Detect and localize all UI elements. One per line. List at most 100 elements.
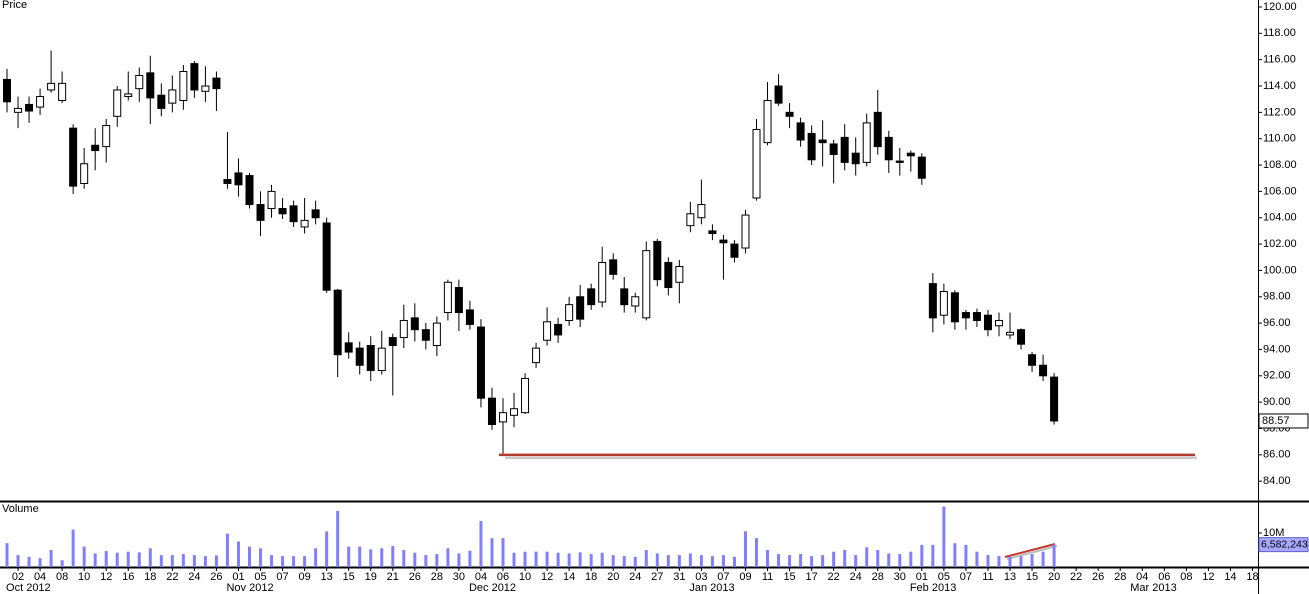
candle-body <box>774 85 783 104</box>
volume-bar <box>27 556 31 567</box>
volume-bar <box>181 554 185 567</box>
last-price-box <box>1258 413 1309 429</box>
candle-body <box>730 243 739 258</box>
month-label: Oct 2012 <box>6 582 51 594</box>
candle-body <box>587 288 596 306</box>
x-tick-label: 18 <box>144 571 156 583</box>
volume-bar <box>137 552 141 567</box>
candle-body <box>785 111 794 117</box>
x-tick-label: 11 <box>982 571 993 583</box>
x-tick-label: 11 <box>762 571 773 583</box>
volume-bar <box>655 553 659 567</box>
candle-body <box>609 259 618 275</box>
candle-body <box>476 326 485 399</box>
month-label: Dec 2012 <box>469 582 516 594</box>
candle-body <box>851 152 860 165</box>
y-tick-label: 94.00 <box>1263 343 1291 355</box>
x-tick-label: 24 <box>629 571 641 583</box>
volume-bar <box>5 543 9 567</box>
x-tick-label: 10 <box>519 571 531 583</box>
x-tick-label: 10 <box>78 571 90 583</box>
volume-bar <box>766 549 770 567</box>
candle-body <box>939 290 948 316</box>
candle-body <box>554 323 563 336</box>
volume-bar <box>38 558 42 567</box>
volume-bar <box>490 538 494 567</box>
volume-bar <box>611 555 615 567</box>
volume-bar <box>622 556 626 567</box>
x-tick-label: 20 <box>607 571 619 583</box>
volume-bar <box>721 555 725 567</box>
volume-bar <box>931 544 935 567</box>
volume-bar <box>688 553 692 567</box>
x-tick-label: 09 <box>739 571 751 583</box>
volume-bar <box>424 555 428 567</box>
volume-bar <box>292 556 296 567</box>
candle-body <box>719 239 728 244</box>
volume-bar <box>699 555 703 567</box>
candle-body <box>961 312 970 319</box>
volume-bar <box>578 552 582 567</box>
x-tick-label: 12 <box>1202 571 1214 583</box>
y-tick-label: 86.00 <box>1263 449 1291 461</box>
volume-bar <box>920 544 924 567</box>
y-tick-label: 108.00 <box>1263 159 1297 171</box>
candle-body <box>873 111 882 148</box>
candle-body <box>212 77 221 90</box>
volume-bar <box>126 551 130 567</box>
candle-body <box>1050 376 1059 422</box>
y-tick-label: 84.00 <box>1263 475 1291 487</box>
last-volume-label: 6,582,243 <box>1261 538 1308 550</box>
x-tick-label: 04 <box>34 571 46 583</box>
candle-body <box>278 208 287 215</box>
candle-body <box>840 136 849 163</box>
volume-bar <box>358 546 362 567</box>
volume-bar <box>446 548 450 567</box>
candle-body <box>521 377 530 414</box>
x-tick-label: 28 <box>1114 571 1126 583</box>
x-tick-label: 15 <box>783 571 795 583</box>
candle-body <box>190 63 199 91</box>
volume-bar <box>71 529 75 567</box>
candle-body <box>1028 354 1037 366</box>
volume-bar <box>159 555 163 567</box>
volume-bar <box>633 556 637 567</box>
volume-bar <box>391 545 395 567</box>
volume-bar <box>259 548 263 567</box>
x-tick-label: 04 <box>1136 571 1148 583</box>
candle-body <box>256 204 265 221</box>
volume-bar <box>997 556 1001 567</box>
volume-bar <box>953 543 957 567</box>
volume-bar <box>942 506 946 567</box>
x-tick-label: 24 <box>850 571 862 583</box>
candle-body <box>322 222 331 291</box>
volume-panel-title: Volume <box>2 503 39 515</box>
candle-body <box>91 144 100 152</box>
candle-body <box>267 190 276 210</box>
candle-body <box>796 122 805 141</box>
candle-body <box>565 304 574 321</box>
x-tick-label: 30 <box>453 571 465 583</box>
volume-bar <box>843 549 847 567</box>
candle-body <box>1017 329 1026 345</box>
trend-line <box>1004 543 1056 558</box>
volume-bar <box>303 556 307 567</box>
candle-body <box>399 319 408 339</box>
volume-bar <box>413 552 417 567</box>
volume-bar <box>1008 556 1012 567</box>
candle-body <box>47 82 56 91</box>
volume-bar <box>192 555 196 567</box>
volume-bar <box>369 549 373 567</box>
volume-bar <box>865 547 869 567</box>
x-tick-label: 20 <box>1048 571 1060 583</box>
x-tick-label: 01 <box>916 571 928 583</box>
volume-bar <box>1052 544 1056 567</box>
x-tick-label: 16 <box>122 571 134 583</box>
candle-body <box>1039 364 1048 377</box>
candle-body <box>377 347 386 372</box>
candle-body <box>697 204 706 219</box>
candle-body <box>58 82 67 102</box>
candle-body <box>686 213 695 227</box>
candle-body <box>994 319 1003 327</box>
